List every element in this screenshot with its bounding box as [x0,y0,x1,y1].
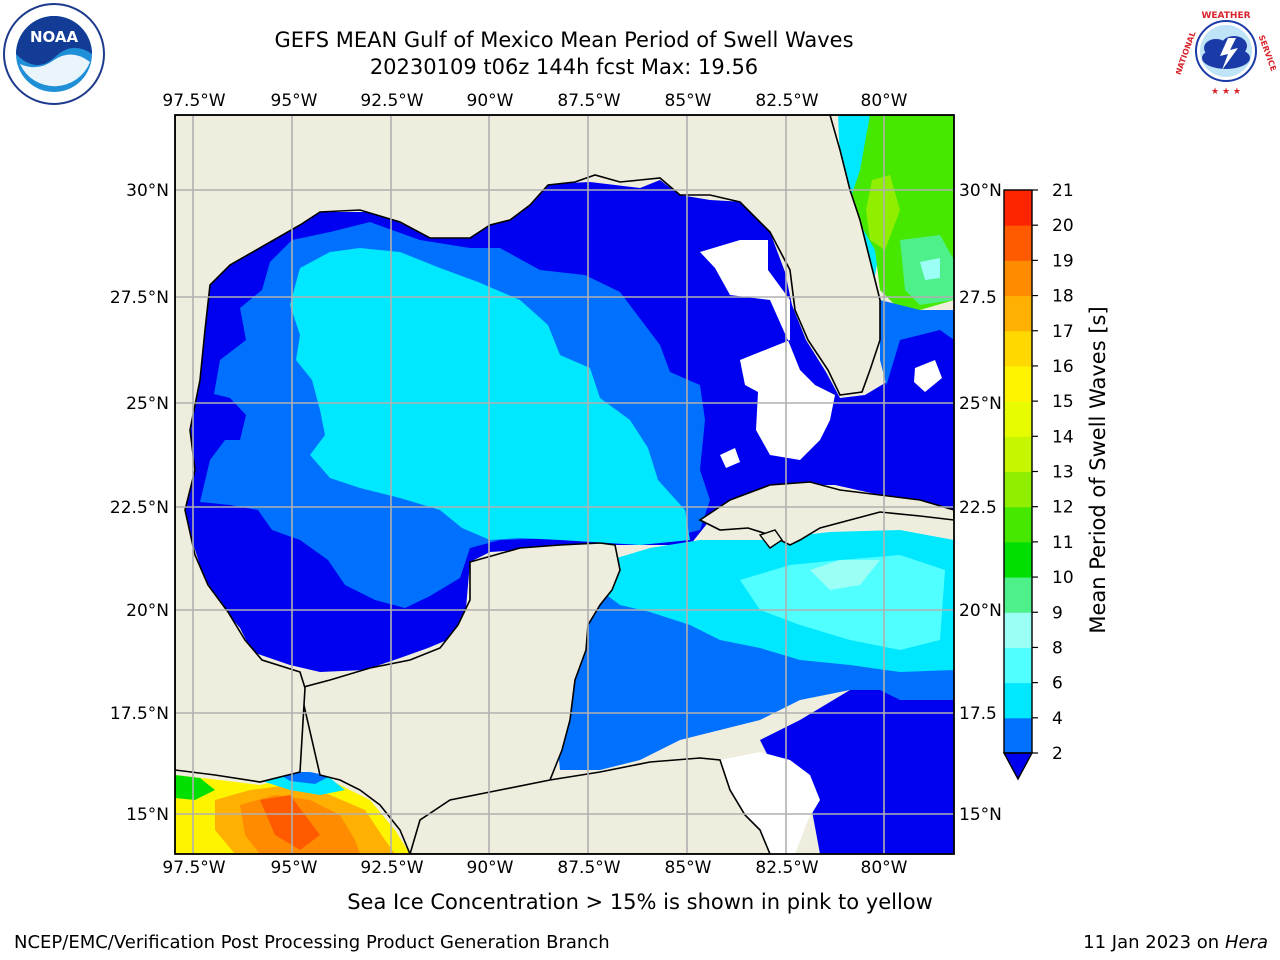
lat-labels-right: 30°N 27.5 25°N 22.5 20°N 17.5 15°N [959,181,1002,825]
lat-label: 25°N [959,394,1002,414]
colorbar-segment [1004,471,1032,508]
credit-host: Hera [1224,932,1268,953]
lat-label: 27.5 [959,288,997,308]
colorbar-segment [1004,365,1032,402]
lat-label: 27.5°N [110,288,169,308]
colorbar-tick-label: 14 [1052,427,1074,447]
lon-label: 97.5°W [162,858,225,878]
gulf-water-cyan [290,248,690,545]
lat-label: 15°N [126,805,169,825]
colorbar-segment [1004,541,1032,578]
lon-label: 92.5°W [360,91,423,111]
lon-label: 97.5°W [162,91,225,111]
lon-label: 95°W [271,858,318,878]
lat-label: 25°N [126,394,169,414]
colorbar-segment [1004,225,1032,261]
lon-label: 82.5°W [755,91,818,111]
colorbar-segment [1004,401,1032,437]
colorbar-segment [1004,330,1032,367]
lon-label: 80°W [861,91,908,111]
credit-branch: NCEP/EMC/Verification Post Processing Pr… [14,932,610,953]
lat-label: 17.5°N [110,704,169,724]
mexico-west-land [175,115,881,783]
colorbar-tick-label: 13 [1052,463,1074,483]
lon-label: 92.5°W [360,858,423,878]
colorbar-extend-arrow [1002,752,1034,781]
colorbar-tick-label: 8 [1052,638,1063,658]
lat-label: 20°N [959,601,1002,621]
colorbar-segment [1004,190,1032,226]
no-data-region [700,240,835,460]
nws-logo-icon: WEATHER NATIONAL SERVICE ★ ★ ★ [1176,7,1276,97]
lon-label: 82.5°W [755,858,818,878]
colorbar-tick-label: 19 [1052,251,1074,271]
credit-date: 11 Jan 2023 on Hera [1083,932,1268,953]
colorbar-segment [1004,717,1032,754]
colorbar-tick-label: 11 [1052,533,1074,553]
lat-label: 20°N [126,601,169,621]
colorbar-tick-label: 10 [1052,568,1074,588]
colorbar-tick-label: 4 [1052,709,1063,729]
map-area [175,115,954,854]
colorbar-segment [1004,260,1032,297]
lat-label: 30°N [959,181,1002,201]
lat-label: 30°N [126,181,169,201]
lat-labels-left: 30°N 27.5°N 25°N 22.5°N 20°N 17.5°N 15°N [110,181,169,825]
yucatan [299,542,621,854]
colorbar-tick-label: 17 [1052,322,1074,342]
colorbar: 2 4 6 8 9 10 11 12 13 14 15 16 17 18 19 20 21 [1002,181,1074,781]
lon-label: 85°W [665,91,712,111]
lat-label: 15°N [959,805,1002,825]
lon-label: 90°W [467,858,514,878]
noaa-logo-text: NOAA [30,28,79,46]
central-america-land [409,757,771,854]
map-frame [174,114,955,855]
colorbar-segment [1004,295,1032,332]
colorbar-tick-label: 21 [1052,181,1074,201]
graticule [175,115,954,854]
colorbar-tick-label: 15 [1052,392,1074,412]
colorbar-segment [1004,612,1032,648]
lon-labels-bottom: 97.5°W 95°W 92.5°W 90°W 87.5°W 85°W 82.5… [162,858,907,878]
colorbar-tick-label: 12 [1052,498,1074,518]
lon-labels-top: 97.5°W 95°W 92.5°W 90°W 87.5°W 85°W 82.5… [162,91,907,111]
svg-text:★ ★ ★: ★ ★ ★ [1211,87,1241,97]
lon-label: 87.5°W [557,858,620,878]
colorbar-tick-label: 6 [1052,674,1063,694]
map-title: GEFS MEAN Gulf of Mexico Mean Period of … [274,28,854,52]
map-subtitle: 20230109 t06z 144h fcst Max: 19.56 [369,55,759,79]
lat-label: 17.5 [959,704,997,724]
colorbar-tick-label: 9 [1052,603,1063,623]
colorbar-segment [1004,647,1032,684]
credit-date-text: 11 Jan 2023 on [1083,932,1225,953]
svg-text:WEATHER: WEATHER [1201,11,1250,21]
lon-label: 87.5°W [557,91,620,111]
colorbar-tick-label: 20 [1052,216,1074,236]
colorbar-segment [1004,577,1032,613]
caribbean-light [740,555,945,650]
lon-label: 90°W [467,91,514,111]
colorbar-tick-label: 18 [1052,287,1074,307]
lon-label: 80°W [861,858,908,878]
lat-label: 22.5 [959,498,997,518]
noaa-seal-icon: NOAA [3,3,105,105]
colorbar-segment [1004,436,1032,472]
colorbar-tick-label: 2 [1052,744,1063,764]
colorbar-label: Mean Period of Swell Waves [s] [1086,306,1110,633]
lon-label: 85°W [665,858,712,878]
colorbar-segment [1004,506,1032,543]
colorbar-segment [1004,682,1032,719]
lat-label: 22.5°N [110,498,169,518]
colorbar-tick-label: 16 [1052,357,1074,377]
lon-label: 95°W [271,91,318,111]
sea-ice-note: Sea Ice Concentration > 15% is shown in … [347,890,933,914]
